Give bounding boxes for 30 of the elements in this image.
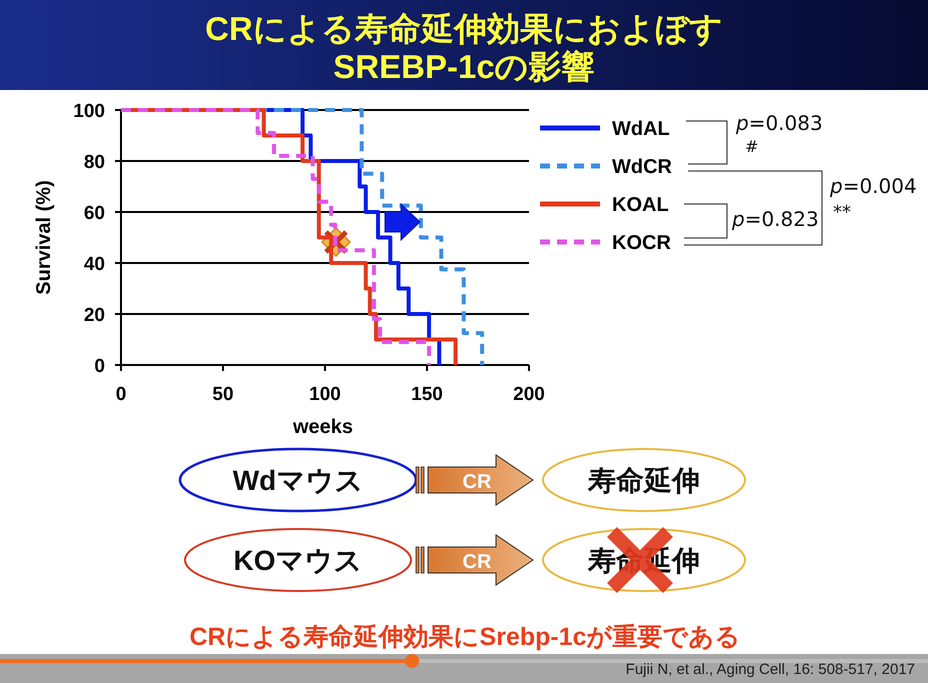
text: Wdマウス [232, 465, 364, 496]
y-tick-label: 80 [84, 152, 105, 173]
text: p=0.004 [829, 174, 917, 198]
text: CRによる寿命延伸効果にSrebp-1cが重要である [189, 623, 741, 651]
chart-title: CRによる寿命延伸効果におよぼす SREBP-1cの影響 [205, 10, 723, 85]
text: CR [462, 471, 492, 493]
x-tick-label: 100 [309, 384, 341, 405]
text: p=0.083 [735, 111, 823, 135]
y-tick-label: 60 [84, 203, 105, 224]
y-tick-label: 0 [94, 356, 105, 377]
text: KOマウス [234, 545, 362, 576]
legend-label: WdCR [612, 156, 673, 178]
x-tick-label: 150 [411, 384, 443, 405]
y-axis-title: Survival (%) [33, 180, 55, 295]
y-tick-label: 100 [73, 101, 105, 122]
text: 寿命延伸 [587, 465, 700, 496]
legend-label: WdAL [612, 118, 670, 140]
x-tick-label: 50 [212, 384, 234, 405]
legend-label: KOAL [612, 194, 669, 216]
y-tick-label: 20 [84, 305, 105, 326]
text: p=0.823 [731, 207, 819, 231]
text: ** [833, 202, 851, 223]
x-tick-label: 0 [116, 384, 126, 405]
x-tick-label: 200 [513, 384, 545, 405]
x-axis-title: weeks [292, 416, 354, 438]
text: CR [462, 551, 492, 573]
legend-label: KOCR [612, 232, 672, 254]
text: # [745, 137, 758, 156]
y-tick-label: 40 [84, 254, 105, 275]
text: Fujii N, et al., Aging Cell, 16: 508-517, 2017 [626, 661, 915, 678]
